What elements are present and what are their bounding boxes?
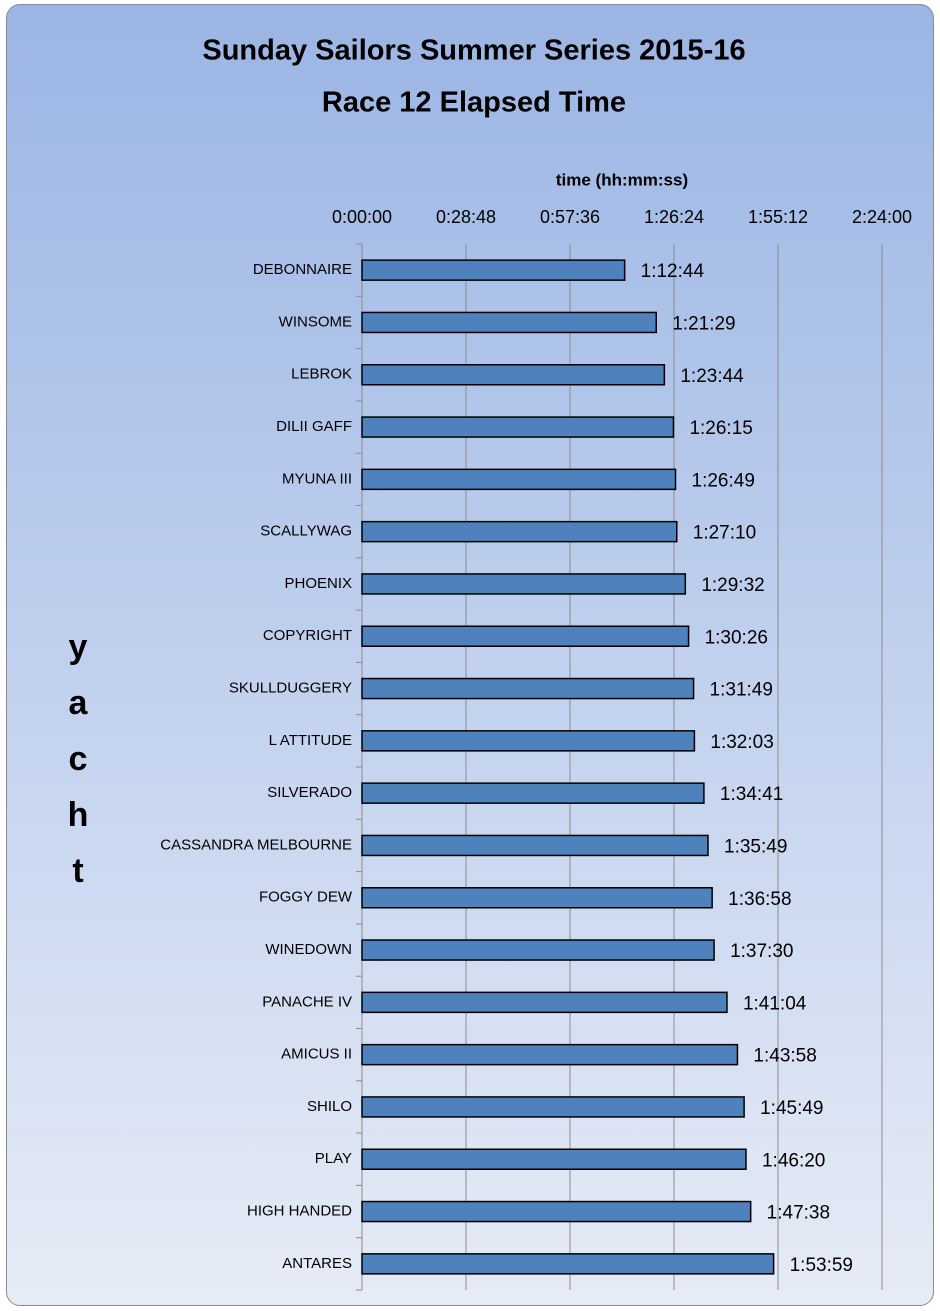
bar	[361, 520, 678, 543]
x-axis-label: time (hh:mm:ss)	[556, 170, 688, 189]
data-label: 1:46:20	[762, 1150, 825, 1171]
y-tick-label: ANTARES	[282, 1255, 352, 1272]
bar	[361, 887, 713, 909]
x-tick-label: 0:57:36	[540, 207, 600, 227]
bar	[361, 468, 677, 491]
data-label: 1:37:30	[730, 941, 793, 962]
bar	[361, 259, 626, 281]
bar	[361, 311, 657, 334]
x-tick-label: 2:24:00	[852, 207, 912, 227]
bar	[361, 782, 705, 804]
data-label: 1:26:49	[692, 470, 755, 491]
bar	[361, 1200, 752, 1223]
bar	[361, 730, 696, 752]
y-tick-label: AMICUS II	[281, 1046, 352, 1063]
data-label: 1:32:03	[710, 732, 773, 753]
y-tick-label: DILII GAFF	[276, 418, 352, 435]
y-tick-label: WINSOME	[279, 313, 352, 330]
data-label: 1:30:26	[705, 627, 768, 648]
bar	[361, 677, 695, 700]
y-tick-label: CASSANDRA MELBOURNE	[160, 836, 352, 853]
chart-title: Sunday Sailors Summer Series 2015-16	[202, 35, 745, 67]
y-axis-label: yacht	[59, 628, 97, 908]
y-tick-label: LEBROK	[291, 366, 352, 383]
bar	[361, 991, 728, 1014]
bar	[361, 1148, 747, 1170]
data-label: 1:12:44	[641, 261, 705, 282]
y-tick-label: SILVERADO	[267, 784, 352, 801]
y-tick-label: PHOENIX	[284, 575, 352, 592]
y-tick-label: WINEDOWN	[265, 941, 352, 958]
data-label: 1:26:15	[689, 418, 752, 439]
bar	[361, 573, 687, 595]
y-tick-label: FOGGY DEW	[259, 889, 353, 906]
x-tick-label: 0:00:00	[332, 207, 392, 227]
y-tick-label: COPYRIGHT	[263, 627, 352, 644]
y-tick-label: PANACHE IV	[262, 993, 352, 1010]
bar	[361, 625, 690, 647]
x-tick-label: 1:55:12	[748, 207, 808, 227]
bar	[361, 1096, 745, 1118]
data-label: 1:29:32	[701, 575, 764, 596]
bar	[361, 1253, 775, 1275]
y-tick-label: HIGH HANDED	[247, 1203, 352, 1220]
data-label: 1:23:44	[680, 366, 744, 387]
data-label: 1:31:49	[710, 680, 773, 701]
data-label: 1:34:41	[720, 784, 783, 805]
bar	[361, 1043, 739, 1066]
data-label: 1:27:10	[693, 523, 756, 544]
data-label: 1:43:58	[753, 1046, 816, 1067]
chart-subtitle: Race 12 Elapsed Time	[322, 87, 626, 119]
bar	[361, 416, 675, 438]
y-tick-label: DEBONNAIRE	[253, 261, 352, 278]
data-label: 1:53:59	[790, 1255, 853, 1276]
bar	[361, 834, 709, 857]
data-label: 1:36:58	[728, 889, 791, 910]
data-label: 1:35:49	[724, 836, 787, 857]
data-label: 1:45:49	[760, 1098, 823, 1119]
data-label: 1:41:04	[743, 993, 807, 1014]
y-tick-label: PLAY	[315, 1150, 352, 1167]
bar	[361, 939, 715, 961]
chart-frame	[6, 4, 934, 1306]
y-tick-label: SCALLYWAG	[260, 523, 352, 540]
y-tick-label: SKULLDUGGERY	[229, 680, 352, 697]
data-label: 1:21:29	[672, 313, 735, 334]
bar	[361, 364, 666, 386]
y-tick-label: L ATTITUDE	[269, 732, 352, 749]
y-tick-label: MYUNA III	[282, 470, 352, 487]
y-tick-label: SHILO	[307, 1098, 352, 1115]
data-label: 1:47:38	[767, 1203, 830, 1224]
x-tick-label: 0:28:48	[436, 207, 496, 227]
x-tick-label: 1:26:24	[644, 207, 704, 227]
